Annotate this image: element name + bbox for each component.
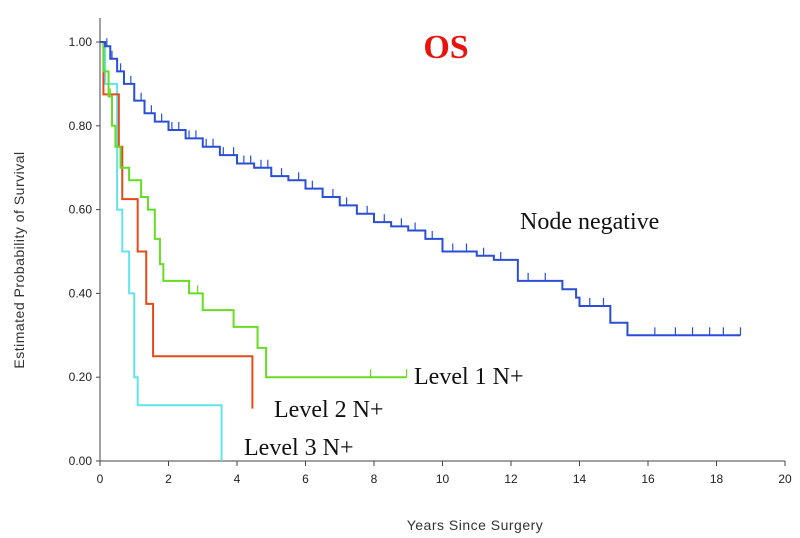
label-level-3: Level 3 N+ [244, 435, 354, 461]
x-tick-label: 10 [436, 472, 450, 486]
x-tick-label: 0 [97, 472, 104, 486]
x-tick-label: 6 [302, 472, 309, 486]
series-layer [100, 38, 742, 461]
label-level-2: Level 2 N+ [274, 397, 384, 423]
label-node-negative: Node negative [520, 209, 659, 235]
x-tick-label: 4 [234, 472, 241, 486]
x-tick-group: 0 2 4 6 8 10 12 14 16 18 20 [97, 461, 792, 486]
y-tick-label: 0.20 [69, 370, 93, 384]
label-level-1: Level 1 N+ [414, 364, 524, 390]
y-tick-label: 1.00 [69, 35, 93, 49]
chart-title: OS [423, 29, 468, 66]
y-tick-group: 0.00 0.20 0.40 0.60 0.80 1.00 [69, 35, 100, 468]
x-tick-label: 16 [641, 472, 655, 486]
x-tick-label: 18 [710, 472, 724, 486]
x-tick-label: 8 [371, 472, 378, 486]
y-tick-label: 0.60 [69, 203, 93, 217]
x-tick-label: 20 [778, 472, 792, 486]
y-tick-label: 0.80 [69, 119, 93, 133]
y-tick-label: 0.40 [69, 286, 93, 300]
x-tick-label: 14 [573, 472, 587, 486]
x-tick-label: 12 [504, 472, 518, 486]
x-tick-label: 2 [165, 472, 172, 486]
y-axis-label: Estimated Probability of Survival [11, 151, 27, 368]
y-tick-label: 0.00 [69, 454, 93, 468]
series-line-level-1-n [100, 41, 407, 379]
series-line-node-negative [100, 41, 741, 337]
x-axis-label: Years Since Surgery [407, 517, 544, 533]
